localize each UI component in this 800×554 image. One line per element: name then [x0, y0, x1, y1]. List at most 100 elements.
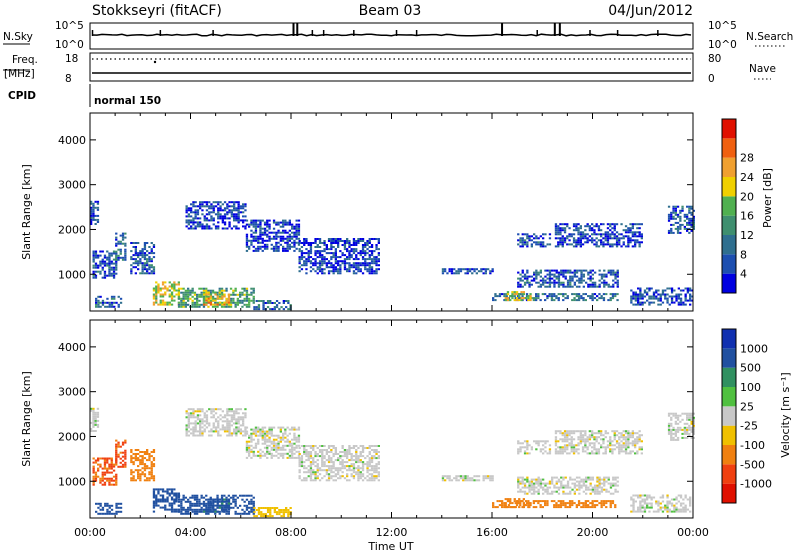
data-cell — [638, 440, 641, 443]
data-cell — [466, 475, 469, 478]
data-cell — [250, 438, 253, 441]
data-cell — [282, 454, 285, 457]
data-cell — [295, 446, 298, 449]
data-cell — [268, 239, 271, 242]
data-cell — [517, 448, 520, 451]
data-cell — [679, 289, 683, 292]
data-cell — [96, 413, 100, 416]
data-cell — [321, 272, 324, 275]
data-cell — [295, 229, 298, 232]
data-cell — [591, 295, 594, 298]
data-cell — [108, 274, 111, 277]
data-cell — [103, 256, 107, 259]
data-cell — [588, 227, 591, 230]
data-cell — [634, 239, 637, 242]
data-cell — [555, 506, 558, 509]
data-cell — [254, 426, 258, 429]
data-cell — [594, 486, 597, 489]
data-cell — [348, 451, 351, 453]
data-cell — [611, 293, 615, 296]
data-cell — [569, 271, 572, 274]
data-cell — [357, 264, 360, 267]
data-cell — [348, 244, 351, 246]
data-cell — [252, 450, 255, 453]
data-cell — [192, 201, 195, 204]
data-cell — [309, 455, 313, 458]
data-cell — [323, 469, 326, 472]
data-cell — [561, 434, 564, 437]
data-cell — [92, 258, 95, 261]
data-cell — [305, 445, 308, 447]
data-cell — [578, 486, 581, 489]
data-cell — [361, 465, 365, 468]
data-cell — [205, 494, 208, 497]
data-cell — [568, 438, 571, 441]
data-cell — [214, 512, 217, 515]
data-cell — [207, 500, 210, 503]
data-cell — [584, 504, 587, 507]
cpid-text: normal 150 — [94, 95, 161, 107]
data-cell — [99, 508, 102, 511]
data-cell — [97, 266, 100, 269]
data-cell — [288, 221, 291, 224]
data-cell — [96, 423, 100, 426]
data-cell — [607, 299, 610, 302]
data-cell — [205, 201, 209, 204]
data-cell — [667, 205, 671, 208]
data-cell — [622, 436, 625, 439]
data-cell — [359, 471, 362, 474]
data-cell — [225, 504, 228, 507]
data-cell — [603, 269, 606, 272]
data-cell — [115, 473, 118, 476]
data-cell — [544, 502, 547, 505]
data-cell — [155, 494, 158, 497]
data-cell — [568, 502, 572, 505]
data-cell — [132, 475, 135, 478]
data-cell — [201, 426, 204, 429]
data-cell — [223, 504, 226, 507]
data-cell — [221, 203, 224, 206]
data-cell — [609, 484, 613, 487]
data-cell — [690, 213, 693, 216]
data-cell — [243, 504, 246, 507]
data-cell — [164, 504, 167, 507]
data-cell — [361, 455, 365, 458]
data-cell — [226, 408, 229, 411]
data-cell — [535, 241, 538, 244]
data-cell — [682, 289, 685, 292]
data-cell — [609, 444, 612, 447]
data-cell — [92, 417, 95, 420]
data-cell — [327, 461, 331, 464]
data-cell — [112, 272, 116, 275]
data-cell — [94, 274, 98, 277]
data-cell — [575, 504, 578, 507]
data-cell — [99, 457, 102, 460]
data-cell — [270, 432, 273, 435]
data-cell — [346, 453, 349, 455]
data-cell — [242, 412, 245, 415]
data-cell — [266, 233, 269, 236]
data-cell — [130, 256, 133, 259]
data-cell — [170, 303, 174, 306]
data-cell — [295, 428, 298, 431]
data-cell — [199, 408, 202, 411]
data-cell — [361, 256, 365, 259]
data-cell — [375, 465, 378, 468]
data-cell — [97, 457, 100, 460]
power-colorbar-tick: 16 — [740, 210, 754, 223]
data-cell — [615, 440, 619, 443]
data-cell — [577, 504, 581, 507]
data-cell — [595, 225, 598, 228]
data-cell — [359, 445, 362, 447]
data-cell — [288, 448, 291, 451]
data-cell — [568, 243, 571, 246]
data-cell — [252, 223, 255, 226]
data-cell — [279, 438, 282, 441]
data-cell — [152, 289, 156, 292]
data-cell — [548, 486, 552, 489]
data-cell — [368, 262, 371, 265]
data-cell — [366, 242, 369, 244]
data-cell — [309, 242, 313, 244]
data-cell — [196, 225, 200, 228]
